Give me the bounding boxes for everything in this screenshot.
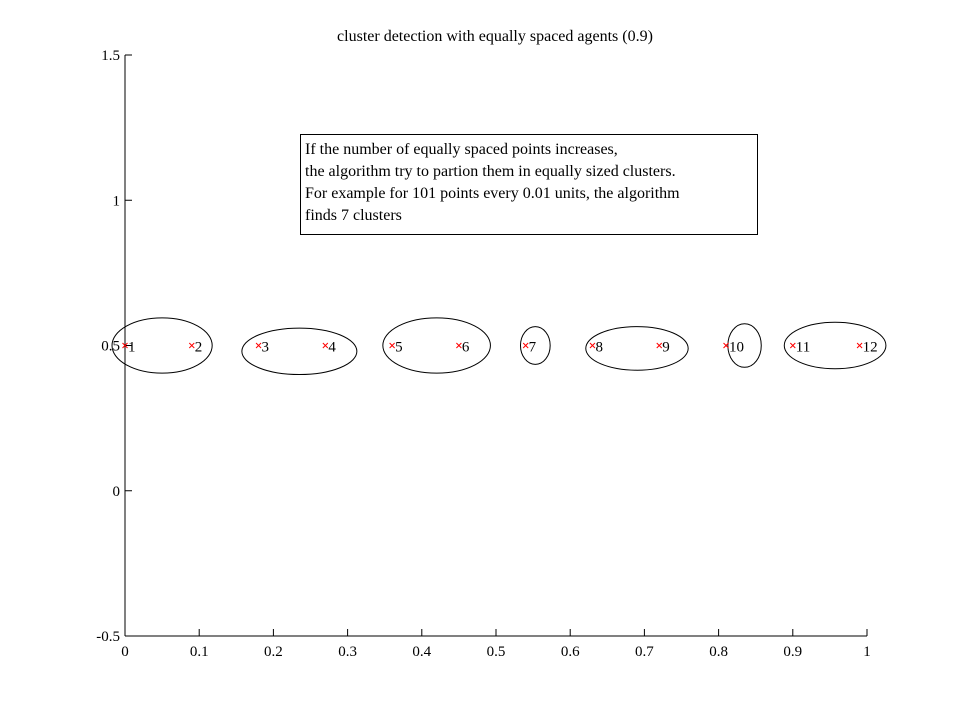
- x-tick-label: 1: [863, 644, 871, 660]
- point-label: 4: [328, 340, 336, 356]
- cluster-ellipse: [382, 317, 491, 374]
- annotation-line: For example for 101 points every 0.01 un…: [305, 185, 680, 202]
- x-marker: [389, 342, 395, 349]
- data-point: 10: [723, 340, 744, 356]
- x-marker: [255, 342, 262, 349]
- point-label: 6: [462, 340, 470, 356]
- annotation-line: If the number of equally spaced points i…: [305, 141, 618, 158]
- y-tick-label: 0: [113, 484, 121, 500]
- data-point: 9: [656, 340, 670, 356]
- x-marker: [789, 342, 796, 349]
- point-label: 8: [595, 340, 603, 356]
- x-marker: [522, 342, 529, 349]
- x-marker: [322, 342, 329, 349]
- x-marker: [188, 342, 195, 349]
- cluster-ellipse: [585, 326, 689, 371]
- x-tick-label: 0.3: [338, 644, 357, 660]
- point-label: 11: [796, 340, 810, 356]
- chart-title: cluster detection with equally spaced ag…: [337, 28, 653, 45]
- data-point: 8: [589, 340, 603, 356]
- point-label: 3: [262, 340, 270, 356]
- point-label: 7: [529, 340, 537, 356]
- x-tick-label: 0.5: [487, 644, 506, 660]
- x-tick-label: 0.2: [264, 644, 283, 660]
- x-marker: [856, 342, 863, 349]
- x-marker: [122, 342, 128, 349]
- y-tick-label: 1: [113, 193, 121, 209]
- x-tick-label: 0.6: [561, 644, 580, 660]
- x-marker: [589, 342, 596, 349]
- point-label: 10: [729, 340, 744, 356]
- cluster-ellipse: [727, 323, 762, 368]
- x-tick-label: 0.7: [635, 644, 654, 660]
- data-point: 12: [856, 340, 878, 356]
- cluster-ellipse: [241, 327, 358, 376]
- cluster-ellipse: [519, 326, 551, 365]
- cluster-ellipses: [111, 317, 887, 376]
- point-label: 5: [395, 340, 403, 356]
- y-tick-label: 0.5: [101, 339, 120, 355]
- data-point: 11: [789, 340, 810, 356]
- point-label: 2: [195, 340, 203, 356]
- annotation-line: finds 7 clusters: [305, 207, 402, 224]
- cluster-ellipse: [783, 321, 887, 370]
- point-label: 1: [128, 340, 136, 356]
- data-point: 3: [255, 340, 270, 356]
- x-marker: [456, 342, 462, 349]
- x-tick-label: 0: [121, 644, 129, 660]
- x-tick-label: 0.4: [412, 644, 431, 660]
- x-tick-label: 0.8: [709, 644, 728, 660]
- data-point: 2: [188, 340, 203, 356]
- x-marker: [723, 342, 729, 349]
- cluster-ellipse: [111, 317, 213, 374]
- axes: 0 0.1 0.2 0.3 0.4 0.5 0.6 0.7 0.8 0.9 1-0.500.511.…: [96, 48, 871, 660]
- annotation-box: If the number of equally spaced points i…: [300, 134, 758, 235]
- data-point: 1: [122, 340, 136, 356]
- data-point: 4: [322, 340, 336, 356]
- data-point: 5: [389, 340, 403, 356]
- data-point: 7: [522, 340, 537, 356]
- x-marker: [656, 342, 663, 349]
- data-points: 1 2 3 4 5 6 7 8 9 10 11 12: [122, 340, 878, 356]
- y-tick-label: 1.5: [101, 48, 120, 64]
- x-tick-label: 0.1: [190, 644, 209, 660]
- data-point: 6: [456, 340, 470, 356]
- y-tick-label: -0.5: [96, 629, 120, 645]
- point-label: 9: [662, 340, 670, 356]
- x-tick-label: 0.9: [783, 644, 802, 660]
- point-label: 12: [863, 340, 878, 356]
- annotation-line: the algorithm try to partion them in equ…: [305, 163, 676, 180]
